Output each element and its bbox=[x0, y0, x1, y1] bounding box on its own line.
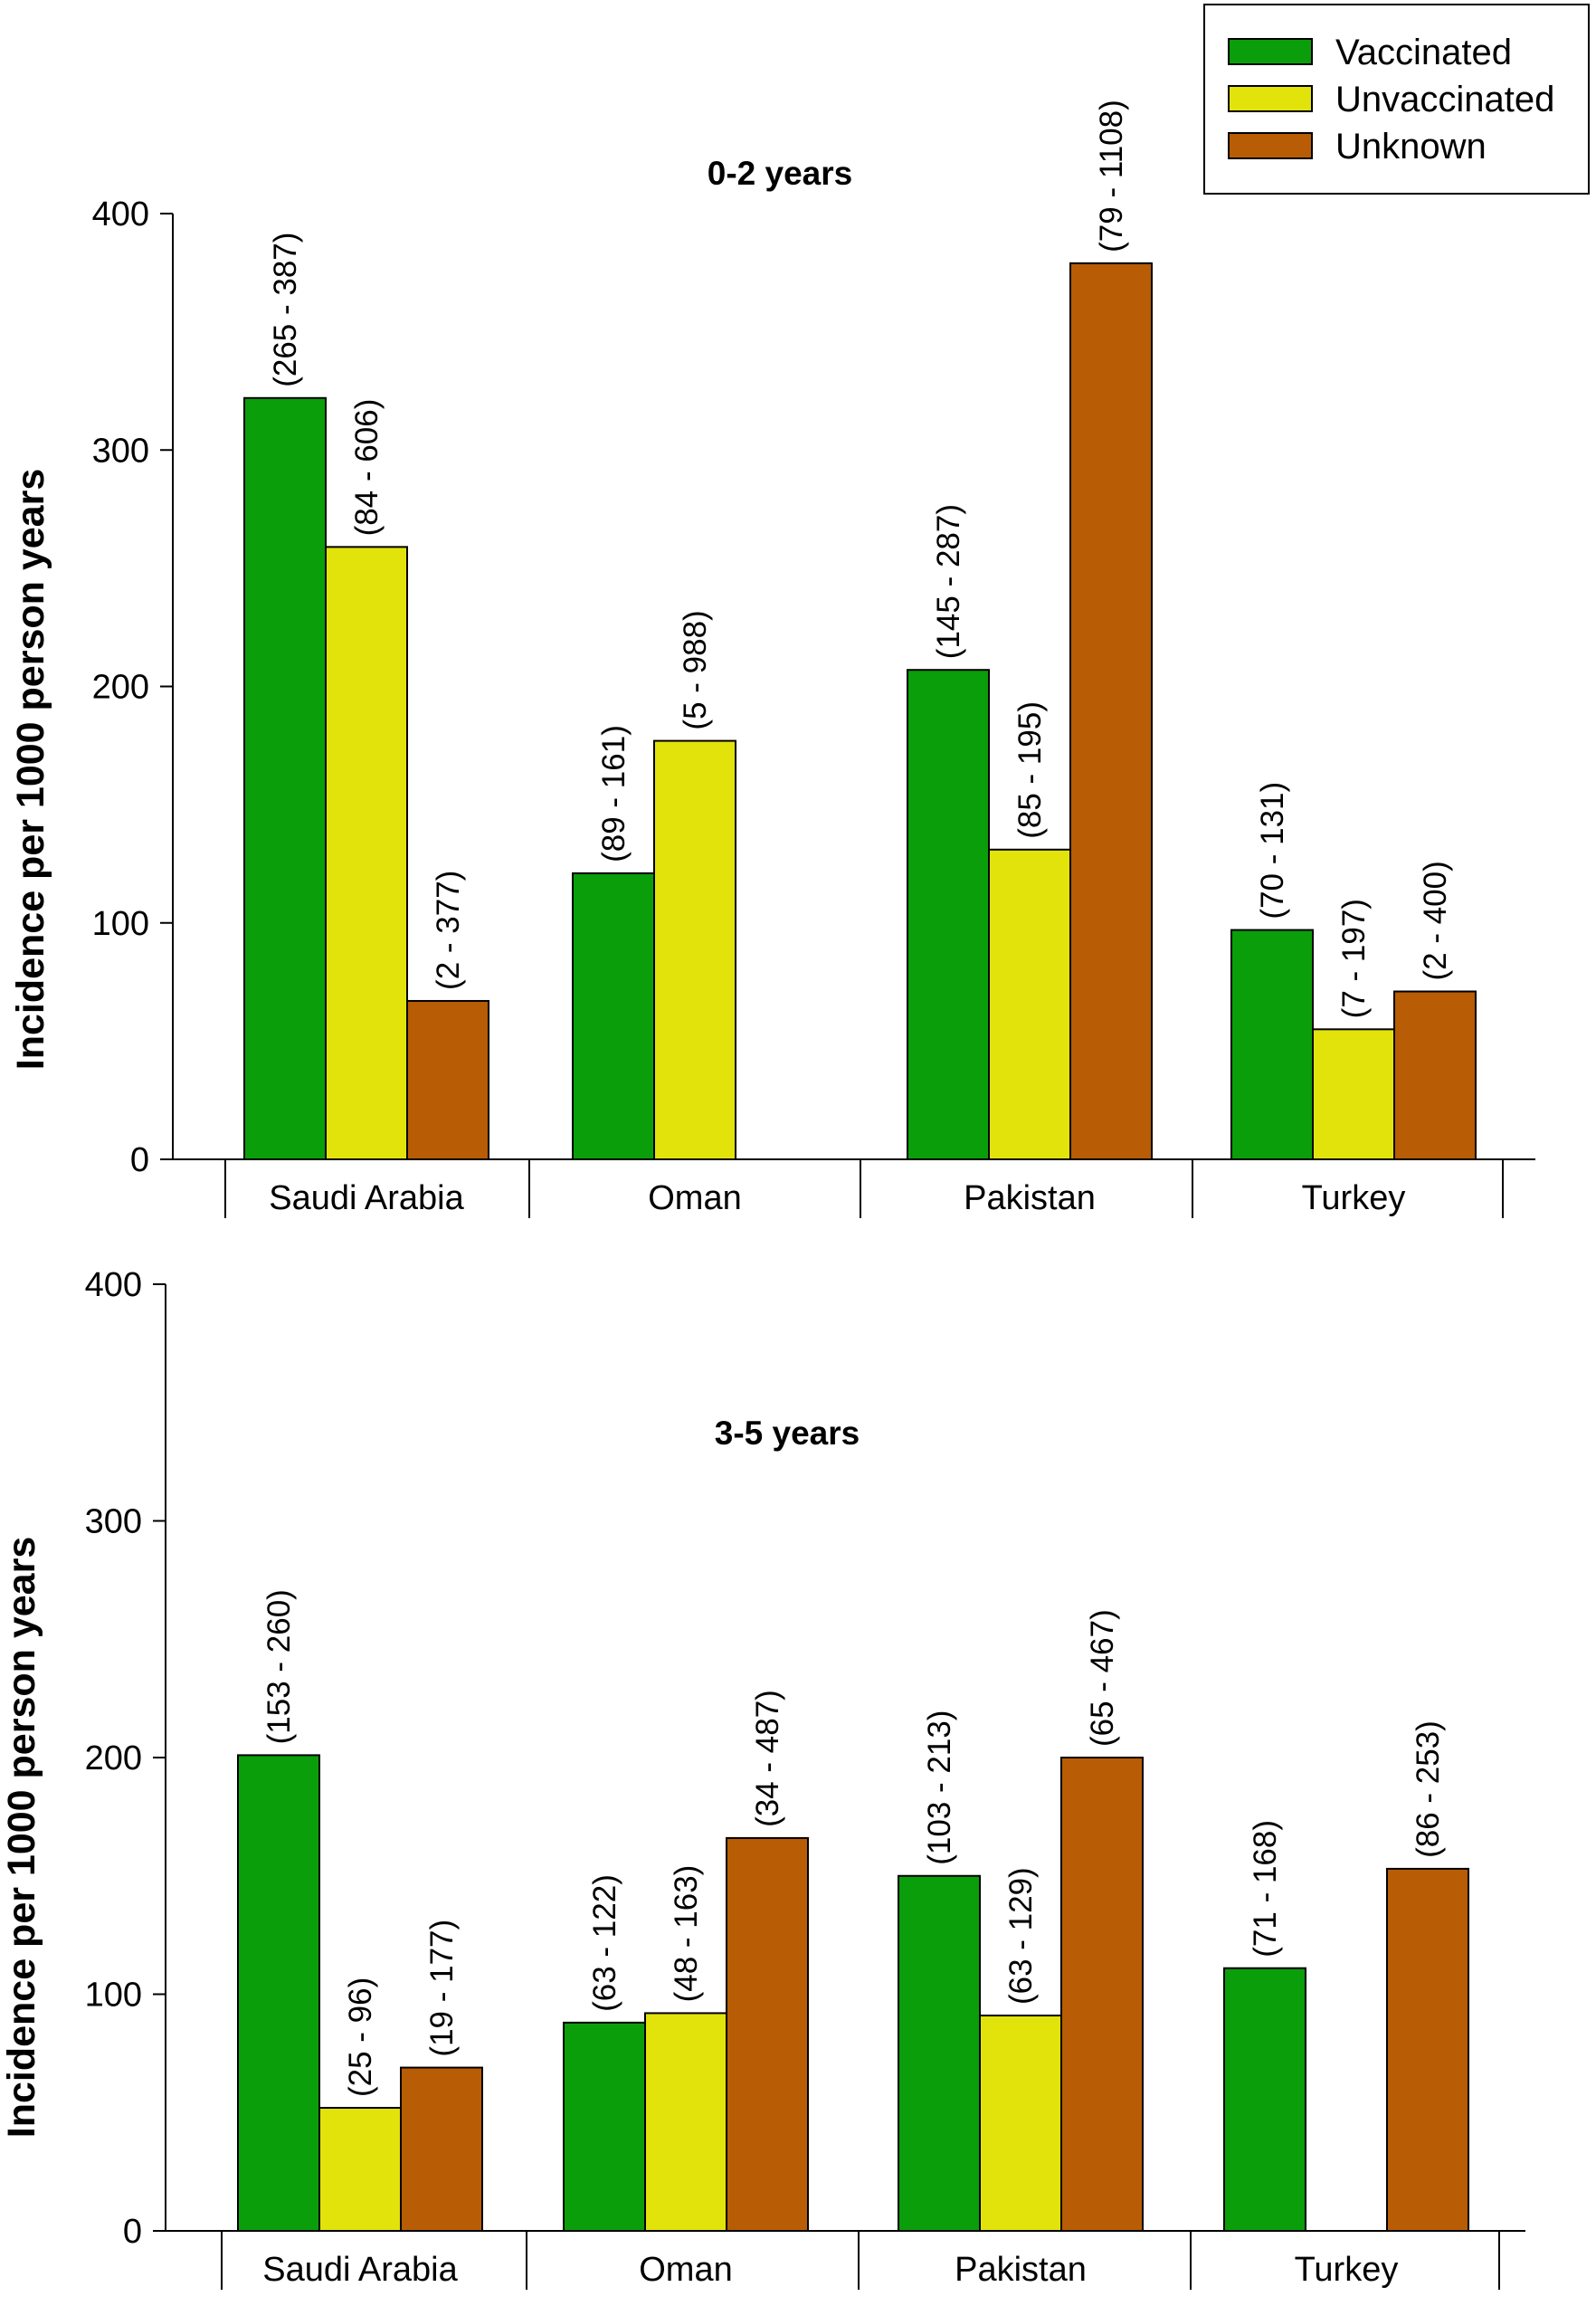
chart-title: 0-2 years bbox=[708, 155, 852, 192]
bar-unvaccinated bbox=[325, 546, 408, 1160]
confidence-interval-label: (84 - 606) bbox=[349, 399, 385, 537]
chart-panel-0-2-years: 0-2 years Incidence per 1000 person year… bbox=[9, 100, 1535, 1218]
bar-unvaccinated bbox=[1312, 1028, 1395, 1160]
x-category-label: Pakistan bbox=[964, 1179, 1096, 1217]
confidence-interval-label: (63 - 129) bbox=[1003, 1867, 1039, 2005]
confidence-interval-label: (153 - 260) bbox=[261, 1589, 297, 1744]
confidence-interval-label: (145 - 287) bbox=[931, 504, 966, 659]
bar-unknown bbox=[400, 2066, 483, 2232]
y-axis-label: Incidence per 1000 person years bbox=[9, 469, 52, 1070]
bar-vaccinated bbox=[907, 669, 990, 1160]
confidence-interval-label: (19 - 177) bbox=[424, 1920, 460, 2057]
legend-label-unvaccinated: Unvaccinated bbox=[1335, 80, 1554, 119]
y-tick-label: 100 bbox=[92, 905, 149, 943]
chart-panel-3-5-years: 3-5 years Incidence per 1000 person year… bbox=[0, 1266, 1525, 2290]
confidence-interval-label: (65 - 467) bbox=[1085, 1609, 1120, 1747]
confidence-interval-label: (48 - 163) bbox=[669, 1865, 704, 2003]
confidence-interval-label: (2 - 377) bbox=[431, 871, 466, 990]
confidence-interval-label: (5 - 988) bbox=[678, 610, 713, 729]
bar-vaccinated bbox=[572, 872, 655, 1160]
y-tick-label: 200 bbox=[92, 669, 149, 707]
confidence-interval-label: (25 - 96) bbox=[343, 1977, 378, 2097]
legend-label-unknown: Unknown bbox=[1335, 127, 1487, 167]
bar-unknown bbox=[726, 1836, 809, 2233]
bar-unvaccinated bbox=[653, 739, 736, 1161]
confidence-interval-label: (103 - 213) bbox=[922, 1710, 957, 1865]
confidence-interval-label: (86 - 253) bbox=[1411, 1720, 1446, 1858]
legend: Vaccinated Unvaccinated Unknown bbox=[1203, 4, 1590, 195]
confidence-interval-label: (265 - 387) bbox=[268, 233, 303, 387]
y-tick-label: 300 bbox=[92, 432, 149, 470]
y-tick-label: 300 bbox=[85, 1503, 142, 1541]
x-category-label: Turkey bbox=[1295, 2251, 1399, 2289]
bar-vaccinated bbox=[563, 2021, 646, 2232]
bar-vaccinated bbox=[237, 1754, 320, 2232]
bar-unknown bbox=[1386, 1867, 1469, 2233]
bar-unvaccinated bbox=[988, 848, 1071, 1160]
confidence-interval-label: (34 - 487) bbox=[750, 1690, 785, 1827]
y-tick-label: 0 bbox=[123, 2213, 142, 2251]
y-axis-label: Incidence per 1000 person years bbox=[0, 1537, 43, 2138]
confidence-interval-label: (79 - 1108) bbox=[1094, 100, 1129, 253]
bar-unknown bbox=[1069, 262, 1153, 1160]
confidence-interval-label: (63 - 122) bbox=[587, 1874, 622, 2012]
x-category-label: Pakistan bbox=[955, 2251, 1087, 2289]
x-category-label: Turkey bbox=[1302, 1179, 1406, 1217]
y-tick-label: 400 bbox=[92, 195, 149, 233]
bar-unvaccinated bbox=[979, 2015, 1062, 2232]
chart-title: 3-5 years bbox=[715, 1415, 860, 1452]
x-category-label: Oman bbox=[639, 2251, 732, 2289]
bar-unknown bbox=[406, 999, 489, 1161]
confidence-interval-label: (2 - 400) bbox=[1418, 861, 1453, 980]
x-category-label: Saudi Arabia bbox=[269, 1179, 464, 1217]
bar-vaccinated bbox=[1230, 929, 1314, 1161]
bar-vaccinated bbox=[898, 1874, 981, 2232]
confidence-interval-label: (7 - 197) bbox=[1336, 899, 1372, 1018]
y-tick-label: 0 bbox=[130, 1141, 149, 1179]
confidence-interval-label: (89 - 161) bbox=[596, 725, 632, 862]
bar-unknown bbox=[1393, 990, 1477, 1160]
legend-swatch-unvaccinated bbox=[1228, 85, 1313, 112]
bar-vaccinated bbox=[1223, 1967, 1306, 2233]
confidence-interval-label: (70 - 131) bbox=[1255, 782, 1290, 920]
legend-label-vaccinated: Vaccinated bbox=[1335, 33, 1512, 72]
y-tick-label: 200 bbox=[85, 1739, 142, 1777]
bar-unknown bbox=[1060, 1757, 1144, 2232]
y-tick-label: 400 bbox=[85, 1266, 142, 1304]
confidence-interval-label: (71 - 168) bbox=[1248, 1820, 1283, 1958]
y-tick-label: 100 bbox=[85, 1977, 142, 2015]
bar-vaccinated bbox=[243, 396, 327, 1160]
x-category-label: Saudi Arabia bbox=[262, 2251, 458, 2289]
bar-unvaccinated bbox=[318, 2107, 402, 2233]
legend-swatch-unknown bbox=[1228, 132, 1313, 159]
bar-unvaccinated bbox=[644, 2012, 727, 2232]
legend-swatch-vaccinated bbox=[1228, 38, 1313, 65]
confidence-interval-label: (85 - 195) bbox=[1012, 701, 1048, 839]
x-category-label: Oman bbox=[648, 1179, 741, 1217]
